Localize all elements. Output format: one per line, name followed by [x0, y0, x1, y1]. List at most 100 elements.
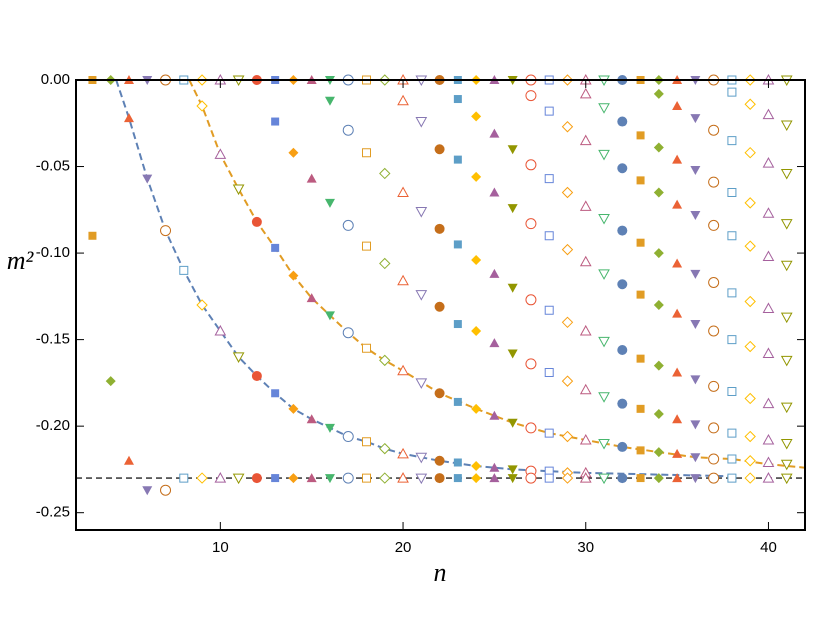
point — [362, 343, 372, 353]
point — [653, 248, 664, 259]
point — [525, 90, 537, 102]
point — [561, 121, 574, 133]
point — [507, 283, 518, 293]
point — [617, 116, 628, 127]
point — [690, 420, 701, 430]
point — [598, 269, 610, 280]
point — [288, 270, 299, 281]
point — [727, 87, 737, 97]
point — [324, 474, 335, 484]
point — [434, 301, 445, 312]
point — [727, 387, 737, 397]
point — [88, 231, 97, 240]
point — [636, 238, 645, 247]
point — [453, 95, 462, 104]
point — [306, 414, 317, 424]
point — [397, 447, 409, 459]
y-tick-label: -0.25 — [36, 504, 70, 521]
point — [397, 472, 409, 483]
point — [415, 117, 428, 128]
point — [525, 422, 537, 434]
point — [598, 392, 610, 403]
point — [379, 167, 391, 180]
point — [434, 144, 445, 155]
point — [598, 438, 610, 450]
point — [598, 149, 610, 161]
point — [489, 462, 500, 472]
point — [324, 423, 335, 433]
point — [324, 311, 335, 321]
point — [636, 404, 645, 413]
point — [544, 174, 554, 184]
point — [780, 168, 793, 180]
point — [708, 176, 720, 188]
point — [636, 131, 645, 140]
point — [579, 134, 592, 146]
point — [762, 207, 775, 218]
point — [179, 265, 189, 275]
point — [744, 98, 756, 110]
point — [762, 347, 775, 358]
point — [653, 447, 664, 458]
point — [762, 472, 775, 483]
point — [379, 354, 391, 367]
point — [708, 325, 720, 337]
point — [342, 327, 354, 339]
point — [123, 455, 134, 465]
point — [232, 352, 245, 363]
point — [653, 142, 664, 153]
point — [744, 197, 756, 209]
y-tick-label: -0.20 — [36, 417, 70, 434]
point — [780, 473, 793, 485]
point — [762, 302, 775, 313]
point — [636, 474, 645, 483]
point — [672, 154, 683, 164]
point — [415, 378, 428, 389]
point — [415, 473, 428, 485]
point — [196, 299, 208, 311]
point — [471, 111, 482, 122]
point — [379, 472, 391, 484]
point — [453, 458, 462, 467]
point — [762, 456, 775, 467]
point — [744, 430, 756, 443]
point — [324, 198, 335, 208]
point — [636, 446, 645, 455]
point — [324, 96, 335, 106]
x-tick-label: 30 — [577, 539, 594, 556]
point — [708, 472, 720, 484]
point — [579, 200, 592, 211]
point — [251, 216, 262, 227]
point — [214, 148, 227, 159]
x-tick-label: 20 — [395, 539, 412, 556]
point — [617, 163, 628, 174]
point — [160, 484, 172, 496]
point — [544, 368, 554, 377]
point — [617, 473, 628, 484]
point — [579, 255, 592, 267]
point — [780, 355, 793, 367]
point — [708, 219, 720, 231]
point — [762, 433, 775, 445]
point — [727, 188, 737, 197]
point — [617, 398, 628, 409]
fit-curve — [188, 79, 805, 469]
y-tick-label: -0.05 — [36, 158, 70, 175]
point — [342, 219, 354, 231]
point — [672, 100, 683, 110]
point — [453, 240, 462, 249]
point — [544, 106, 554, 116]
point — [672, 414, 683, 424]
plot-frame — [75, 79, 806, 531]
point — [196, 100, 208, 112]
point — [379, 442, 391, 455]
point — [397, 186, 409, 197]
point — [196, 472, 208, 484]
point — [690, 211, 701, 220]
point — [507, 418, 518, 428]
point — [453, 155, 462, 164]
point — [617, 279, 628, 290]
point — [579, 472, 592, 483]
point — [598, 213, 610, 225]
